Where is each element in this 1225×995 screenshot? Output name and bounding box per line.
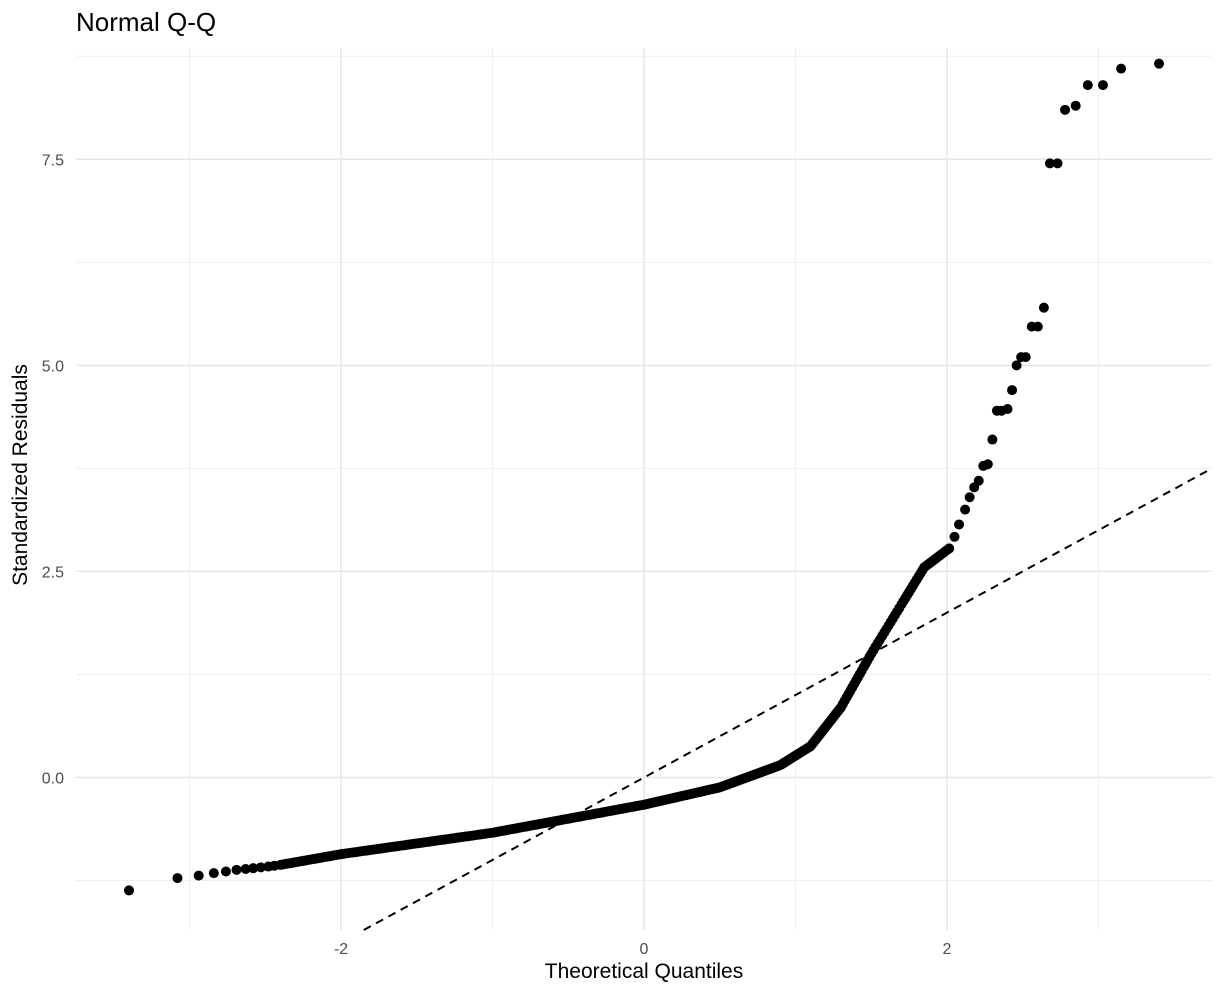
data-point bbox=[1038, 302, 1049, 313]
y-tick-label: 7.5 bbox=[42, 152, 64, 169]
data-point bbox=[954, 519, 965, 530]
data-point bbox=[1020, 352, 1031, 363]
y-tick-label: 2.5 bbox=[42, 564, 64, 581]
data-point bbox=[964, 492, 975, 503]
data-point bbox=[231, 864, 242, 875]
data-points bbox=[124, 58, 1164, 896]
x-tick-label: 2 bbox=[942, 941, 951, 958]
data-point bbox=[1007, 385, 1018, 396]
chart-title: Normal Q-Q bbox=[76, 7, 216, 37]
x-tick-labels: -2 0 2 bbox=[334, 941, 952, 958]
data-point bbox=[124, 885, 135, 896]
data-point bbox=[208, 868, 219, 879]
data-point bbox=[248, 863, 259, 874]
data-point bbox=[255, 862, 266, 873]
major-gridlines bbox=[76, 48, 1212, 930]
y-tick-label: 5.0 bbox=[42, 358, 64, 375]
data-point bbox=[220, 866, 231, 877]
data-point bbox=[1097, 80, 1108, 91]
data-point bbox=[240, 864, 251, 875]
data-point bbox=[949, 531, 960, 542]
data-point bbox=[960, 504, 971, 515]
data-point bbox=[1011, 360, 1022, 371]
y-tick-labels: 0.0 2.5 5.0 7.5 bbox=[42, 152, 64, 787]
y-tick-label: 0.0 bbox=[42, 771, 64, 788]
data-point bbox=[172, 873, 183, 884]
data-point bbox=[1032, 321, 1043, 332]
x-tick-label: 0 bbox=[640, 941, 649, 958]
data-point bbox=[1060, 104, 1071, 115]
data-point bbox=[1070, 100, 1081, 111]
data-point bbox=[1082, 80, 1093, 91]
data-point bbox=[1002, 404, 1013, 415]
data-point bbox=[1052, 158, 1063, 169]
data-point bbox=[1153, 58, 1164, 69]
x-tick-label: -2 bbox=[334, 941, 348, 958]
data-point bbox=[1044, 158, 1055, 169]
data-point bbox=[944, 543, 955, 554]
data-point bbox=[193, 870, 204, 881]
data-point bbox=[1116, 63, 1127, 74]
data-point bbox=[982, 459, 993, 470]
x-axis-title: Theoretical Quantiles bbox=[545, 960, 743, 983]
y-axis-title: Standardized Residuals bbox=[9, 364, 32, 586]
qq-reference-line bbox=[363, 467, 1213, 931]
reference-line-group bbox=[363, 467, 1213, 931]
data-point bbox=[987, 434, 998, 445]
data-point bbox=[973, 475, 984, 486]
